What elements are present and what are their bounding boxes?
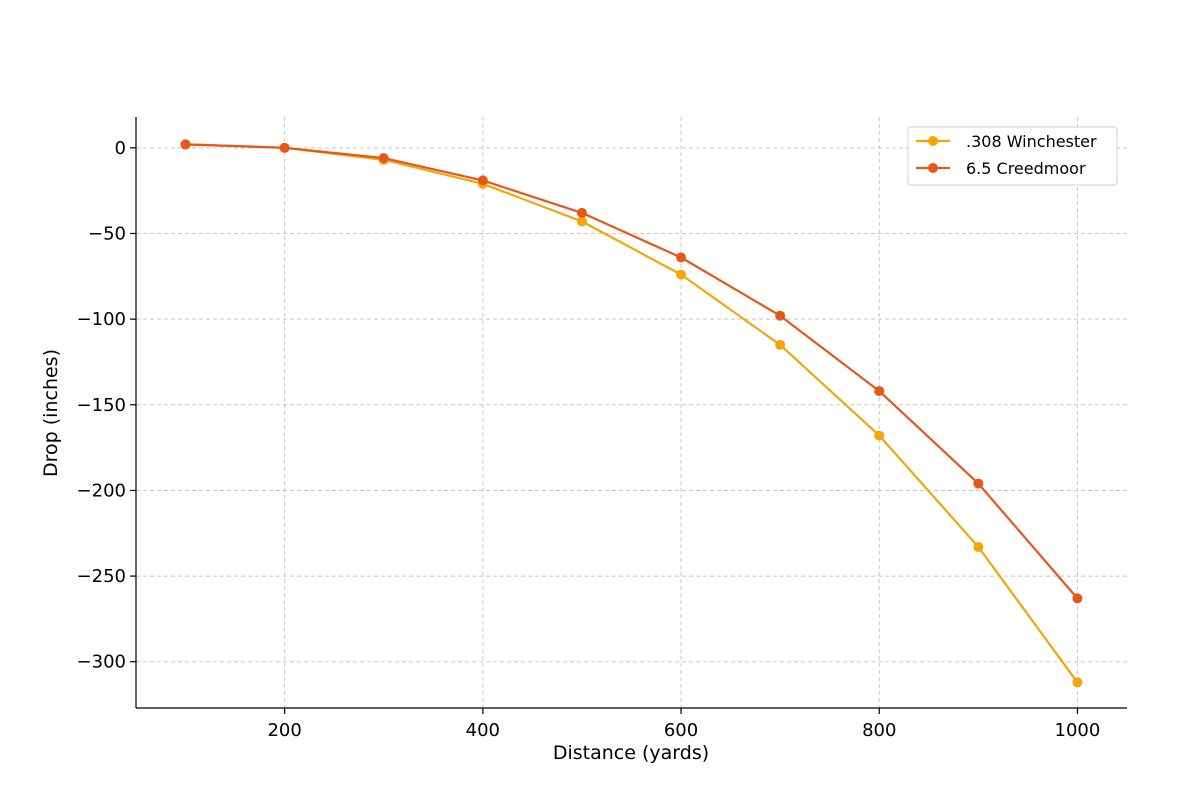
grid (136, 117, 1127, 708)
data-point (180, 139, 191, 150)
x-ticks: 200 400 600 800 1000 (267, 708, 1100, 741)
data-point (973, 541, 984, 552)
series-2 (180, 139, 1083, 604)
y-tick-label: −250 (77, 566, 126, 587)
data-point (775, 310, 786, 321)
data-point (874, 386, 885, 397)
data-point (576, 207, 587, 218)
y-tick-label: −150 (77, 395, 126, 416)
data-point (676, 269, 687, 280)
legend-swatch-marker (928, 136, 938, 146)
series-line (185, 143, 1079, 683)
series-line (185, 143, 1079, 600)
data-point (775, 339, 786, 350)
data-point (576, 216, 587, 227)
y-tick-label: −300 (77, 652, 126, 673)
data-point (477, 175, 488, 186)
data-point (1072, 593, 1083, 604)
data-point (378, 153, 389, 164)
y-tick-label: −100 (77, 309, 126, 330)
legend-swatch-marker (928, 163, 938, 173)
y-tick-label: −50 (88, 223, 126, 244)
x-tick-label: 800 (862, 720, 896, 741)
legend-label: 6.5 Creedmoor (966, 159, 1086, 178)
data-point (1072, 677, 1083, 688)
legend: .308 Winchester 6.5 Creedmoor (907, 126, 1118, 186)
legend-label: .308 Winchester (966, 132, 1097, 151)
x-tick-label: 600 (664, 720, 698, 741)
data-point (676, 252, 687, 263)
x-tick-label: 200 (267, 720, 301, 741)
axes (135, 117, 1127, 709)
data-point (874, 430, 885, 441)
data-point (973, 478, 984, 489)
x-tick-label: 1000 (1055, 720, 1101, 741)
y-tick-label: 0 (115, 138, 126, 159)
x-tick-label: 400 (466, 720, 500, 741)
y-ticks: 0 −50 −100 −150 −200 −250 −300 (77, 138, 136, 673)
data-point (279, 142, 290, 153)
y-tick-label: −200 (77, 480, 126, 501)
legend-box (907, 126, 1118, 186)
x-axis-label: Distance (yards) (553, 742, 709, 764)
series (180, 139, 1083, 688)
series-1 (180, 139, 1083, 688)
y-axis-label: Drop (inches) (40, 349, 62, 477)
